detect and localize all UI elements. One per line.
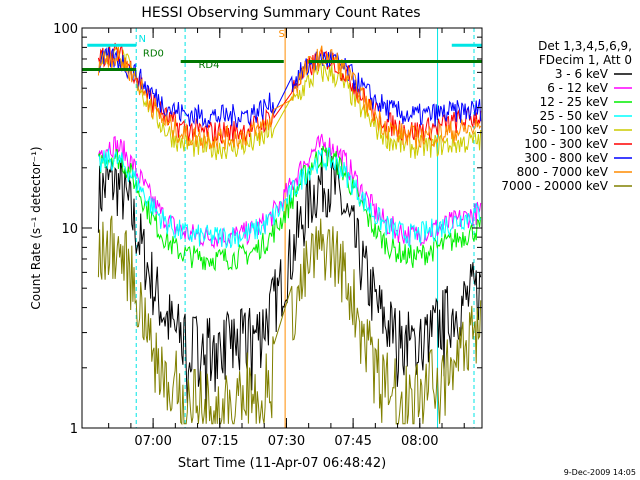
x-tick-label: 07:15 xyxy=(201,434,238,449)
legend-header: FDecim 1, Att 0 xyxy=(539,53,632,67)
x-tick-label: 07:45 xyxy=(334,434,371,449)
y-axis: 1 10 100 xyxy=(53,22,482,437)
legend-item-label: 3 - 6 keV xyxy=(555,67,609,81)
legend-item-label: 12 - 25 keV xyxy=(540,95,609,109)
legend-item-label: 50 - 100 keV xyxy=(532,123,609,137)
series-line xyxy=(97,133,482,250)
series-line xyxy=(97,147,482,249)
annotation-label: RD0 xyxy=(143,49,164,60)
series-line xyxy=(98,45,482,161)
legend-item-label: 100 - 300 keV xyxy=(524,137,608,151)
x-axis-label: Start Time (11-Apr-07 06:48:42) xyxy=(178,456,386,471)
legend-item-label: 300 - 800 keV xyxy=(524,151,608,165)
footer-timestamp: 9-Dec-2009 14:05 xyxy=(564,468,636,477)
x-tick-label: 07:30 xyxy=(268,434,305,449)
chart-title: HESSI Observing Summary Count Rates xyxy=(141,5,420,21)
series-line xyxy=(97,47,482,129)
annotation-label: S xyxy=(278,29,284,40)
legend-header: Det 1,3,4,5,6,9, xyxy=(538,39,632,53)
y-axis-label: Count Rate (s⁻¹ detector⁻¹) xyxy=(29,146,43,309)
y-tick-label: 1 xyxy=(70,422,78,437)
legend-item-label: 7000 - 20000 keV xyxy=(501,179,608,193)
series-line xyxy=(98,145,482,272)
plot-area: N RD0 RD4 S xyxy=(82,28,482,428)
y-tick-label: 100 xyxy=(53,22,78,37)
y-tick-label: 10 xyxy=(61,222,78,237)
annotation-label: N xyxy=(138,34,145,45)
series-line xyxy=(97,215,482,426)
x-axis: 07:00 07:15 07:30 07:45 08:00 xyxy=(108,28,465,449)
annotation-label: RD4 xyxy=(198,60,219,71)
x-tick-label: 08:00 xyxy=(401,434,438,449)
legend: Det 1,3,4,5,6,9,FDecim 1, Att 03 - 6 keV… xyxy=(501,39,632,193)
legend-item-label: 6 - 12 keV xyxy=(547,81,609,95)
x-tick-label: 07:00 xyxy=(134,434,171,449)
legend-item-label: 800 - 7000 keV xyxy=(517,165,609,179)
series-line xyxy=(97,45,482,150)
legend-item-label: 25 - 50 keV xyxy=(540,109,609,123)
